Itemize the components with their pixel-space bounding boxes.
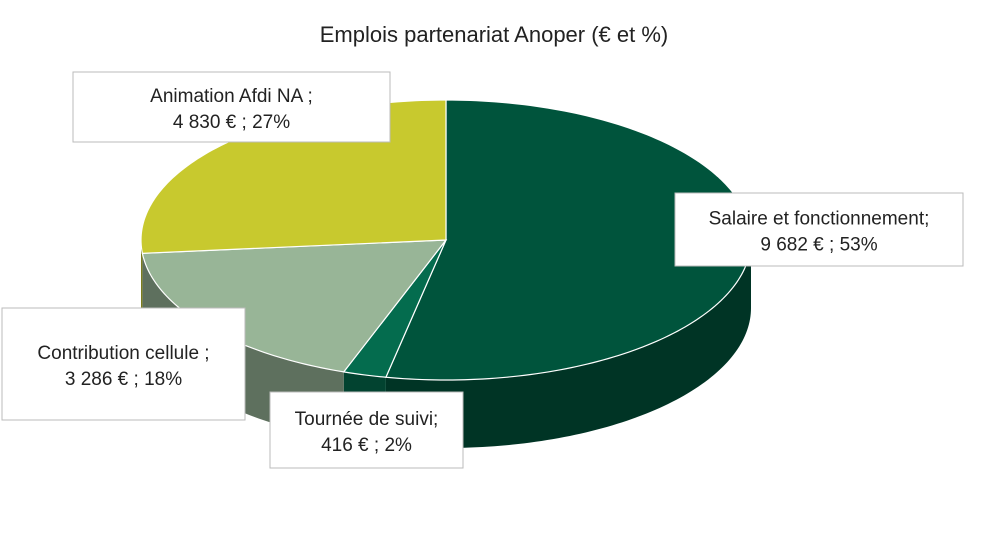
pie-slice-side — [385, 240, 751, 448]
label-box — [674, 192, 964, 267]
label-box — [72, 71, 391, 143]
data-label: Tournée de suivi; 416 € ; 2% — [269, 391, 464, 469]
data-label: Animation Afdi NA ; 4 830 € ; 27% — [72, 71, 391, 143]
data-label: Contribution cellule ; 3 286 € ; 18% — [1, 307, 246, 421]
label-box — [269, 391, 464, 469]
data-label: Salaire et fonctionnement; 9 682 € ; 53% — [674, 192, 964, 267]
label-box — [1, 307, 246, 421]
chart-title: Emplois partenariat Anoper (€ et %) — [320, 22, 669, 47]
label-value: 9 682 € ; 53% — [760, 235, 877, 256]
label-value: 4 830 € ; 27% — [173, 112, 290, 133]
label-value: 416 € ; 2% — [321, 435, 412, 456]
pie-slice — [342, 239, 447, 378]
label-category: Animation Afdi NA ; — [150, 86, 313, 107]
label-value: 3 286 € ; 18% — [65, 369, 182, 390]
label-category: Salaire et fonctionnement; — [709, 209, 930, 230]
label-category: Contribution cellule ; — [37, 343, 209, 364]
pie-slice-side — [141, 240, 143, 322]
label-category: Tournée de suivi; — [295, 409, 439, 430]
